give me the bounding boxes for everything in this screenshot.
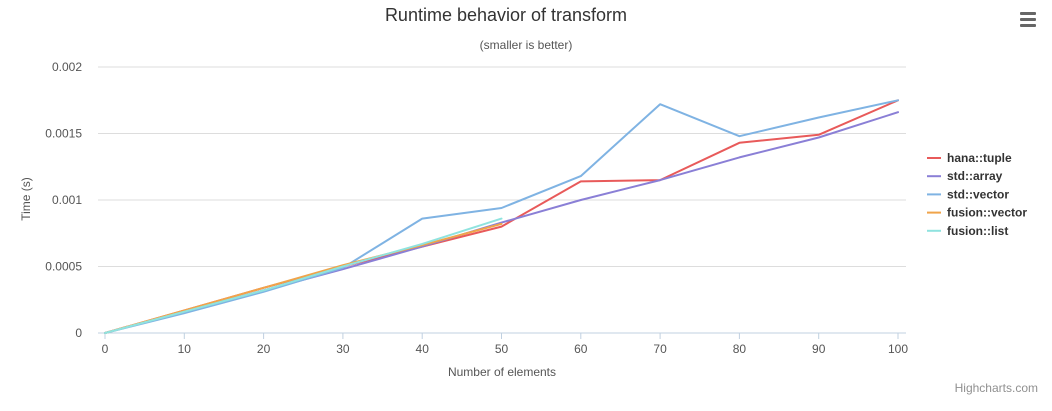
x-tick-label: 40	[416, 342, 430, 356]
x-tick-label: 80	[733, 342, 747, 356]
x-axis-title: Number of elements	[448, 365, 556, 379]
x-tick-label: 0	[102, 342, 109, 356]
chart-title: Runtime behavior of transform	[385, 5, 627, 25]
x-tick-label: 60	[574, 342, 588, 356]
x-tick-label: 50	[495, 342, 509, 356]
y-axis: 0 0.0005 0.001 0.0015 0.002	[45, 60, 82, 340]
y-tick-label: 0.002	[52, 60, 82, 74]
x-tick-label: 70	[653, 342, 667, 356]
legend-item[interactable]: fusion::list	[927, 224, 1008, 238]
x-tick-label: 90	[812, 342, 826, 356]
x-tick-label: 10	[178, 342, 192, 356]
series-lines	[104, 99, 899, 334]
legend-item[interactable]: std::array	[927, 169, 1003, 183]
x-axis: 0 10 20 30 40 50 60 70 80 90 100	[98, 332, 908, 356]
series-line-fusion-vector[interactable]	[104, 222, 503, 334]
credits-link[interactable]: Highcharts.com	[955, 381, 1038, 395]
y-axis-title: Time (s)	[19, 177, 33, 221]
legend-item[interactable]: hana::tuple	[927, 151, 1012, 165]
legend-item[interactable]: fusion::vector	[927, 206, 1027, 220]
legend-label: hana::tuple	[947, 151, 1012, 165]
y-tick-label: 0.0015	[45, 127, 82, 141]
hamburger-menu-icon[interactable]	[1016, 8, 1040, 30]
y-tick-label: 0	[75, 326, 82, 340]
y-tick-label: 0.001	[52, 193, 82, 207]
grid-lines	[98, 66, 906, 267]
legend-label: std::array	[947, 169, 1003, 183]
legend-label: fusion::vector	[947, 206, 1027, 220]
chart-subtitle: (smaller is better)	[480, 38, 573, 52]
legend: hana::tuplestd::arraystd::vectorfusion::…	[927, 151, 1027, 238]
series-line-fusion-list[interactable]	[104, 217, 503, 334]
x-tick-label: 100	[888, 342, 908, 356]
x-tick-label: 20	[257, 342, 271, 356]
x-tick-label: 30	[336, 342, 350, 356]
legend-label: std::vector	[947, 187, 1009, 201]
y-tick-label: 0.0005	[45, 260, 82, 274]
legend-item[interactable]: std::vector	[927, 187, 1009, 201]
legend-label: fusion::list	[947, 224, 1008, 238]
series-line-std-vector[interactable]	[104, 99, 899, 334]
